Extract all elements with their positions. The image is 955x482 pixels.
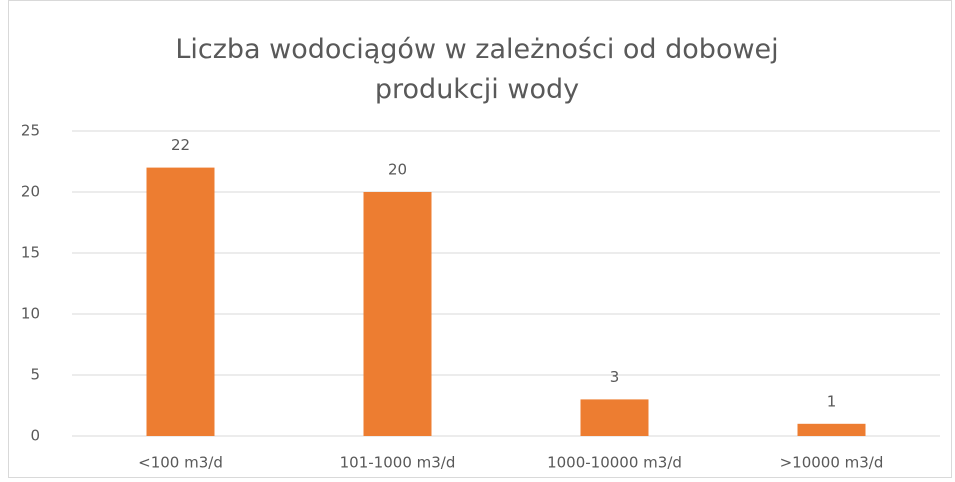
bar bbox=[146, 167, 215, 436]
x-tick-label: 1000-10000 m3/d bbox=[547, 454, 682, 472]
y-tick-label: 10 bbox=[21, 305, 40, 323]
y-tick-label: 20 bbox=[21, 183, 40, 201]
bar bbox=[363, 192, 432, 436]
value-label: 22 bbox=[171, 136, 190, 154]
y-tick-label: 0 bbox=[30, 427, 40, 445]
chart-title: Liczba wodociągów w zależności od dobowe… bbox=[175, 34, 779, 105]
x-tick-label: <100 m3/d bbox=[138, 454, 223, 472]
x-tick-label: 101-1000 m3/d bbox=[340, 454, 456, 472]
y-tick-label: 15 bbox=[21, 244, 40, 262]
value-label: 20 bbox=[388, 161, 407, 179]
bar bbox=[580, 399, 649, 436]
x-tick-label: >10000 m3/d bbox=[780, 454, 884, 472]
y-tick-label: 5 bbox=[30, 366, 40, 384]
value-label: 1 bbox=[827, 392, 837, 410]
y-tick-label: 25 bbox=[21, 122, 40, 140]
chart-frame bbox=[8, 0, 952, 478]
bar bbox=[797, 423, 866, 436]
value-label: 3 bbox=[610, 368, 620, 386]
